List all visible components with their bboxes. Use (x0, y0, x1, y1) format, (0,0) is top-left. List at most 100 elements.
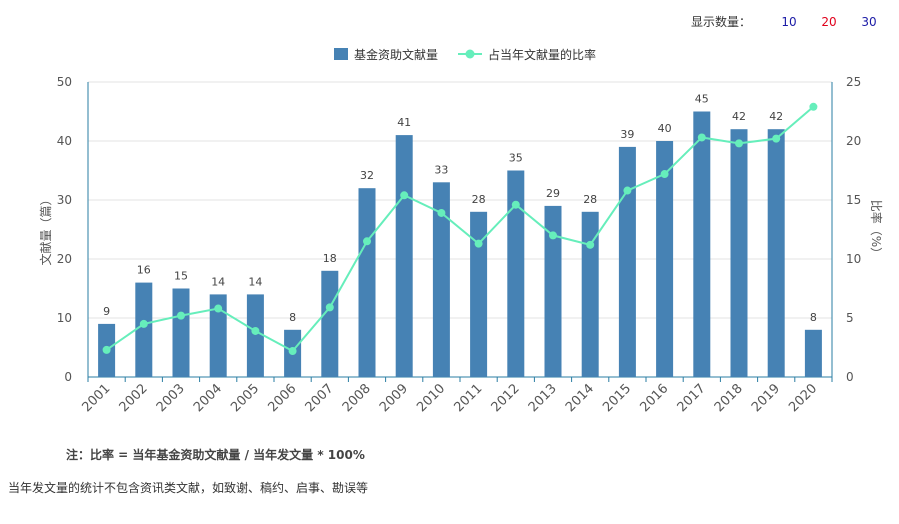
bar (581, 211, 599, 377)
ratio-line (106, 106, 815, 353)
x-tick-label: 2010 (414, 381, 448, 415)
bar-value-label: 28 (583, 193, 597, 206)
bar-value-label: 35 (509, 152, 523, 165)
x-tick-label: 2015 (600, 381, 634, 415)
display-count-option-30[interactable]: 30 (861, 14, 877, 29)
x-tick-label: 2008 (340, 381, 374, 415)
bar-value-label: 40 (658, 122, 672, 135)
ratio-point (437, 208, 446, 217)
bar-value-label: 42 (769, 110, 783, 123)
legend-line-marker (465, 49, 475, 59)
bar (693, 111, 711, 377)
y-tick-label-left: 50 (57, 75, 72, 89)
ratio-point (586, 240, 595, 249)
x-tick-label: 2018 (712, 381, 746, 415)
x-tick-label: 2009 (377, 381, 411, 415)
bar (209, 294, 227, 377)
y-tick-label-right: 25 (846, 75, 861, 89)
ratio-point (772, 134, 781, 143)
x-tick-label: 2003 (154, 381, 188, 415)
y-tick-label-left: 40 (57, 134, 72, 148)
bar-value-label: 45 (695, 93, 709, 106)
bar (470, 211, 488, 377)
bar-value-label: 14 (248, 275, 262, 288)
y-tick-label-left: 20 (57, 252, 72, 266)
legend-bar-label: 基金资助文献量 (354, 47, 438, 62)
x-tick-label: 2004 (191, 381, 225, 415)
ratio-point (660, 170, 669, 179)
bar (135, 282, 153, 377)
x-tick-label: 2005 (228, 381, 262, 415)
ratio-point (214, 304, 223, 313)
bar (507, 170, 525, 377)
legend-bar-swatch (334, 48, 348, 60)
ratio-point (549, 231, 557, 240)
bar-value-label: 8 (810, 311, 817, 324)
x-tick-label: 2002 (117, 381, 151, 415)
bar (432, 182, 450, 377)
ratio-point (697, 133, 706, 142)
x-tick-label: 2020 (786, 381, 820, 415)
bar-value-label: 14 (211, 275, 225, 288)
ratio-point (251, 326, 260, 335)
x-tick-label: 2013 (526, 381, 560, 415)
display-count-label: 显示数量： (690, 15, 751, 29)
y-axis-title-left: 文献量（篇） (38, 193, 53, 265)
x-tick-label: 2011 (451, 381, 485, 415)
bar-value-label: 8 (289, 311, 296, 324)
legend-line-label: 占当年文献量的比率 (488, 47, 596, 62)
bar-value-label: 42 (732, 110, 746, 123)
bar-value-label: 32 (360, 169, 374, 182)
bar-value-label: 16 (137, 264, 151, 277)
y-tick-label-right: 0 (846, 370, 854, 384)
bar (246, 294, 264, 377)
bar (172, 288, 190, 377)
y-tick-label-left: 30 (57, 193, 72, 207)
bar (321, 270, 339, 377)
bar (804, 329, 822, 377)
x-tick-label: 2007 (303, 381, 337, 415)
x-tick-label: 2017 (675, 381, 709, 415)
y-axis-title-right: 比率（%） (869, 200, 884, 259)
ratio-point (363, 237, 371, 246)
ratio-point (139, 319, 148, 328)
bar-value-label: 29 (546, 187, 560, 200)
y-tick-label-left: 10 (57, 311, 72, 325)
bar (656, 141, 674, 377)
ratio-point (474, 239, 483, 248)
display-count-control: 显示数量： 10 20 30 (691, 13, 889, 30)
ratio-point (511, 200, 520, 209)
ratio-point (735, 139, 743, 148)
bar (544, 205, 562, 377)
x-tick-label: 2006 (265, 381, 299, 415)
x-tick-label: 2019 (749, 381, 783, 415)
exclusion-note: 当年发文量的统计不包含资讯类文献，如致谢、稿约、启事、勘误等 (8, 481, 369, 495)
bar (767, 129, 785, 377)
bar-value-label: 18 (323, 252, 337, 265)
x-tick-label: 2016 (637, 381, 671, 415)
bar-value-label: 33 (434, 163, 448, 176)
y-tick-label-right: 10 (846, 252, 861, 266)
ratio-point (325, 303, 334, 312)
ratio-formula-note: 注：比率 = 当年基金资助文献量 / 当年发文量 * 100% (66, 448, 365, 462)
bar-value-label: 41 (397, 116, 411, 129)
ratio-point (623, 186, 632, 195)
bar-value-label: 15 (174, 270, 188, 283)
display-count-option-20[interactable]: 20 (821, 14, 837, 29)
x-tick-label: 2001 (79, 381, 113, 415)
bar (358, 188, 376, 377)
x-tick-label: 2012 (489, 381, 523, 415)
y-tick-label-right: 15 (846, 193, 861, 207)
y-tick-label-right: 20 (846, 134, 861, 148)
ratio-point (400, 191, 409, 200)
ratio-point (177, 311, 185, 320)
bar-value-label: 39 (620, 128, 634, 141)
bar-value-label: 9 (103, 305, 110, 318)
ratio-point (102, 345, 111, 354)
ratio-point (809, 102, 818, 111)
display-count-option-10[interactable]: 10 (781, 14, 797, 29)
ratio-point (288, 347, 297, 356)
bar (395, 135, 413, 377)
x-tick-label: 2014 (563, 381, 597, 415)
